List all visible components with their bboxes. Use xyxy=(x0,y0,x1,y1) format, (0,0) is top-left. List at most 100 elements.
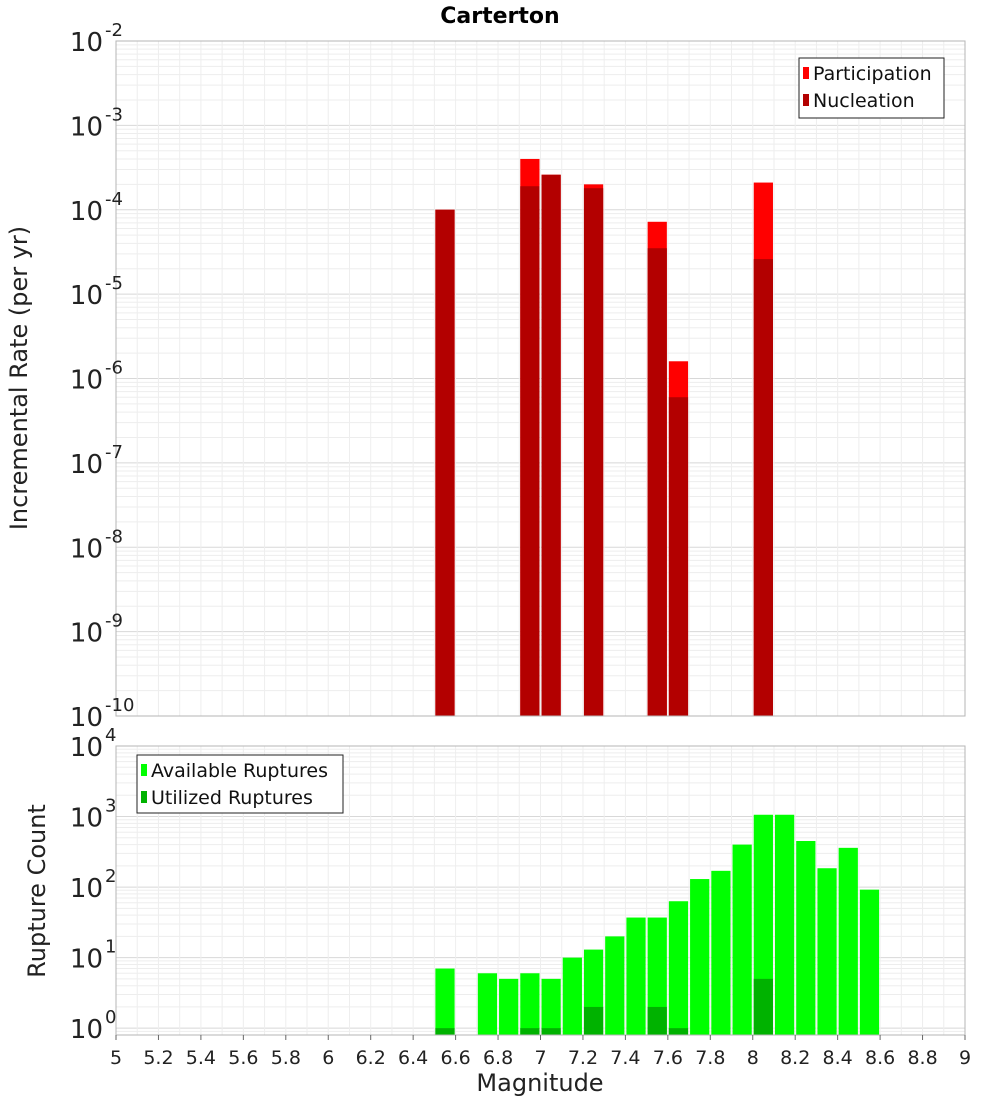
bar-available-ruptures xyxy=(647,917,667,1035)
bar-available-ruptures xyxy=(711,870,731,1035)
x-tick-label: 6.6 xyxy=(440,1047,470,1069)
y-tick-exponent: 1 xyxy=(105,937,116,958)
bar-available-ruptures xyxy=(668,901,689,1035)
bar-available-ruptures xyxy=(796,841,816,1035)
y-tick-label: 10 xyxy=(70,450,103,480)
y-tick-exponent: -6 xyxy=(105,358,123,379)
x-tick-label: 6 xyxy=(322,1047,334,1069)
bar-available-ruptures xyxy=(435,968,455,1035)
count-panel-ylabel: Rupture Count xyxy=(23,804,51,978)
legend-swatch xyxy=(141,764,147,776)
y-tick-exponent: -2 xyxy=(105,20,123,41)
legend-swatch xyxy=(803,94,809,106)
bar-nucleation xyxy=(541,174,561,716)
y-tick-exponent: -10 xyxy=(105,695,134,716)
y-tick-label: 10 xyxy=(70,804,103,834)
y-tick-label: 10 xyxy=(70,197,103,227)
y-tick-exponent: 0 xyxy=(105,1007,116,1028)
x-axis-label: Magnitude xyxy=(476,1069,603,1097)
y-tick-exponent: -9 xyxy=(105,611,123,632)
bar-utilized-ruptures xyxy=(520,1028,540,1035)
bar-nucleation xyxy=(583,188,604,717)
bar-nucleation xyxy=(668,397,689,716)
bar-available-ruptures xyxy=(626,917,646,1035)
legend-label: Participation xyxy=(813,63,932,85)
bar-utilized-ruptures xyxy=(583,1006,604,1035)
y-tick-label: 10 xyxy=(70,534,103,564)
bar-utilized-ruptures xyxy=(647,1006,667,1035)
y-tick-label: 10 xyxy=(70,112,103,142)
bar-available-ruptures xyxy=(732,844,752,1035)
x-tick-label: 5.8 xyxy=(271,1047,301,1069)
bar-available-ruptures xyxy=(562,957,582,1035)
y-tick-exponent: 2 xyxy=(105,866,116,887)
x-tick-label: 9 xyxy=(959,1047,971,1069)
y-tick-label: 10 xyxy=(70,733,103,763)
y-tick-exponent: -3 xyxy=(105,104,123,125)
y-tick-label: 10 xyxy=(70,874,103,904)
bar-available-ruptures xyxy=(774,814,795,1035)
y-tick-label: 10 xyxy=(70,1015,103,1045)
legend-label: Available Ruptures xyxy=(151,760,328,782)
bar-utilized-ruptures xyxy=(435,1028,455,1035)
x-tick-label: 8.6 xyxy=(865,1047,895,1069)
x-tick-label: 5 xyxy=(110,1047,122,1069)
bar-utilized-ruptures xyxy=(541,1028,561,1035)
y-tick-exponent: -4 xyxy=(105,189,123,210)
y-tick-exponent: 3 xyxy=(105,796,116,817)
bar-available-ruptures xyxy=(690,879,710,1035)
x-tick-label: 7.6 xyxy=(653,1047,683,1069)
bar-nucleation xyxy=(753,259,773,716)
y-tick-label: 10 xyxy=(70,281,103,311)
bar-utilized-ruptures xyxy=(668,1028,689,1035)
x-tick-label: 5.6 xyxy=(228,1047,258,1069)
bar-available-ruptures xyxy=(541,978,561,1035)
chart-title: Carterton xyxy=(440,4,559,29)
x-axis: 5 5.2 5.4 5.6 5.8 6 6.2 6.4 6.6 6.8 7 7.2 7.4 7.6 7.8 8… xyxy=(110,1035,971,1069)
x-tick-label: 5.2 xyxy=(143,1047,173,1069)
x-tick-label: 6.2 xyxy=(356,1047,386,1069)
plot-frame xyxy=(115,40,966,717)
y-tick-exponent: -8 xyxy=(105,526,123,547)
bar-available-ruptures xyxy=(605,936,625,1035)
bar-available-ruptures xyxy=(817,868,837,1035)
bar-available-ruptures xyxy=(520,973,540,1035)
y-tick-label: 10 xyxy=(70,619,103,649)
legend-label: Nucleation xyxy=(813,90,915,112)
bar-utilized-ruptures xyxy=(753,978,773,1035)
legend-swatch xyxy=(141,791,147,803)
x-tick-label: 8.8 xyxy=(907,1047,937,1069)
legend-box xyxy=(798,57,945,119)
y-tick-label: 10 xyxy=(70,366,103,396)
x-tick-label: 5.4 xyxy=(186,1047,216,1069)
x-tick-label: 8.2 xyxy=(780,1047,810,1069)
y-tick-exponent: 4 xyxy=(105,725,116,746)
x-tick-label: 7 xyxy=(534,1047,546,1069)
bar-nucleation xyxy=(435,209,455,716)
bar-nucleation xyxy=(520,186,540,716)
rate-panel-ylabel: Incremental Rate (per yr) xyxy=(5,226,33,530)
legend-label: Utilized Ruptures xyxy=(151,787,313,809)
legend-swatch xyxy=(803,67,809,79)
x-tick-label: 6.8 xyxy=(483,1047,513,1069)
x-tick-label: 8 xyxy=(747,1047,759,1069)
y-tick-label: 10 xyxy=(70,28,103,58)
y-tick-exponent: -7 xyxy=(105,442,123,463)
y-tick-label: 10 xyxy=(70,703,103,733)
legend-box xyxy=(136,754,344,814)
x-tick-label: 7.4 xyxy=(610,1047,640,1069)
bar-nucleation xyxy=(647,248,667,717)
bar-available-ruptures xyxy=(477,973,498,1035)
x-tick-label: 6.4 xyxy=(398,1047,428,1069)
bar-available-ruptures xyxy=(838,847,858,1035)
bar-available-ruptures xyxy=(499,978,519,1035)
y-tick-label: 10 xyxy=(70,945,103,975)
y-tick-exponent: -5 xyxy=(105,273,123,294)
x-tick-label: 7.2 xyxy=(568,1047,598,1069)
x-tick-label: 7.8 xyxy=(695,1047,725,1069)
bar-available-ruptures xyxy=(859,889,880,1035)
x-tick-label: 8.4 xyxy=(823,1047,853,1069)
